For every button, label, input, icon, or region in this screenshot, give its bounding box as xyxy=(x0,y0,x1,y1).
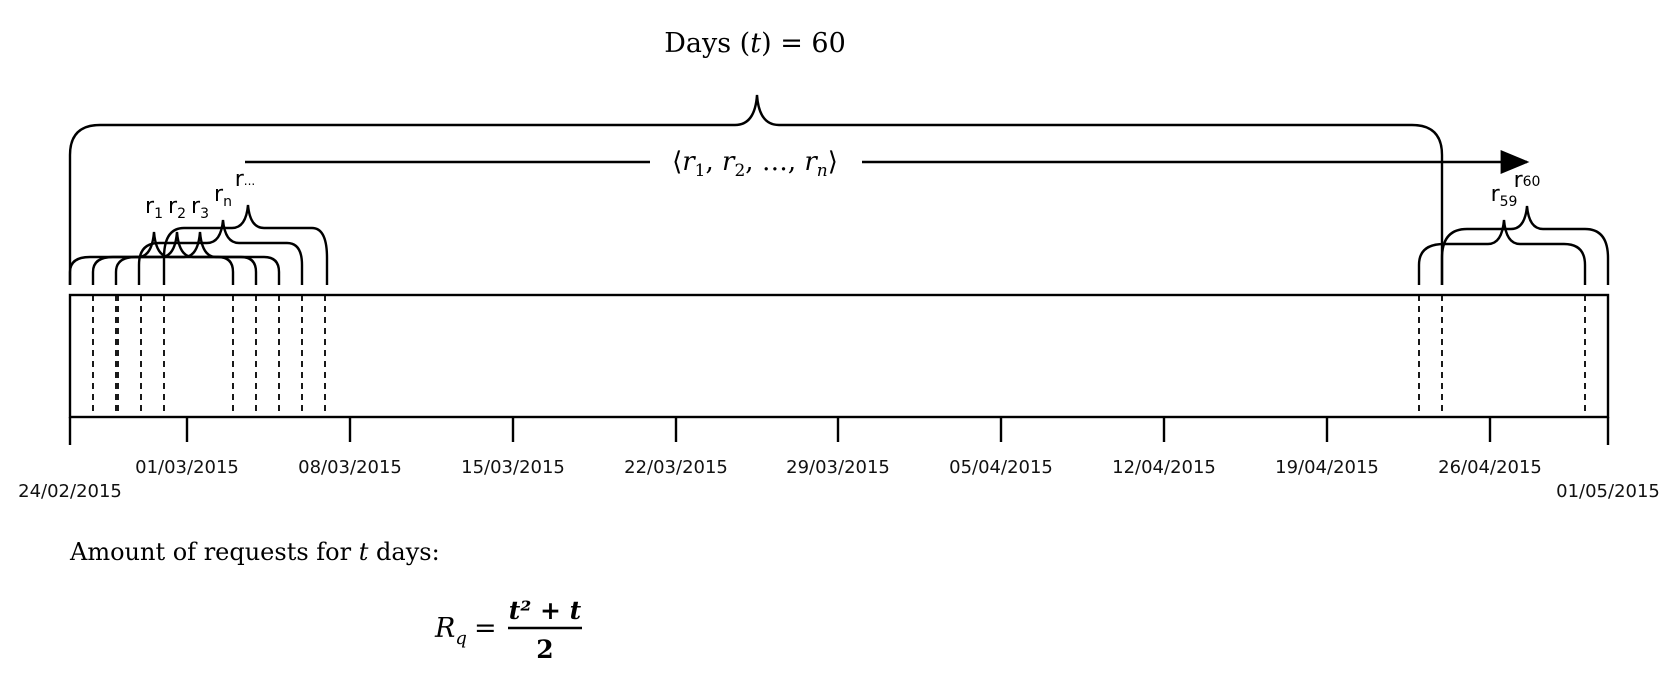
tick-label: 19/04/2015 xyxy=(1275,457,1379,478)
formula-numerator: t² + t xyxy=(509,596,582,625)
seq-sub-2: 2 xyxy=(734,161,745,181)
window-brace-rn xyxy=(137,219,304,285)
formula-equals: = xyxy=(474,613,497,644)
window-brace-r2 xyxy=(91,231,258,285)
formula-lhs: Rq xyxy=(434,613,467,649)
window-brace-rdots xyxy=(162,204,329,285)
label-r1: r1 xyxy=(145,194,163,222)
axis-end-label: 01/05/2015 xyxy=(1556,481,1660,502)
total-days-brace xyxy=(68,94,1444,285)
tick-label: 26/04/2015 xyxy=(1438,457,1542,478)
tick-label: 15/03/2015 xyxy=(461,457,565,478)
sequence-label: ⟨r1, r2, …, rn⟩ xyxy=(672,147,838,181)
tick-label: 29/03/2015 xyxy=(786,457,890,478)
label-r3: r3 xyxy=(191,194,209,222)
axis-start-label: 24/02/2015 xyxy=(18,481,122,502)
tick-label: 12/04/2015 xyxy=(1112,457,1216,478)
window-brace-r3 xyxy=(114,231,281,285)
caption: Amount of requests for t days: xyxy=(69,538,440,566)
label-rn: rn xyxy=(214,182,232,210)
label-rdots: r... xyxy=(235,167,256,192)
formula-denominator: 2 xyxy=(536,635,553,664)
day-dividers xyxy=(92,295,1586,417)
window-brace-r60 xyxy=(1440,205,1610,285)
tick-label: 08/03/2015 xyxy=(298,457,402,478)
days-title: Days (t) = 60 xyxy=(664,28,846,59)
window-brace-r1 xyxy=(68,231,235,285)
axis-ticks xyxy=(68,417,1610,445)
tick-label: 22/03/2015 xyxy=(624,457,728,478)
label-r2: r2 xyxy=(168,194,186,222)
seq-sub-n: n xyxy=(817,161,828,181)
tick-label: 05/04/2015 xyxy=(949,457,1053,478)
seq-sub-1: 1 xyxy=(695,161,706,181)
window-brace-r59 xyxy=(1417,219,1587,285)
timeline-box xyxy=(68,293,1610,419)
label-r60: r60 xyxy=(1514,168,1541,193)
label-r59: r59 xyxy=(1491,182,1518,210)
tick-label: 01/03/2015 xyxy=(135,457,239,478)
